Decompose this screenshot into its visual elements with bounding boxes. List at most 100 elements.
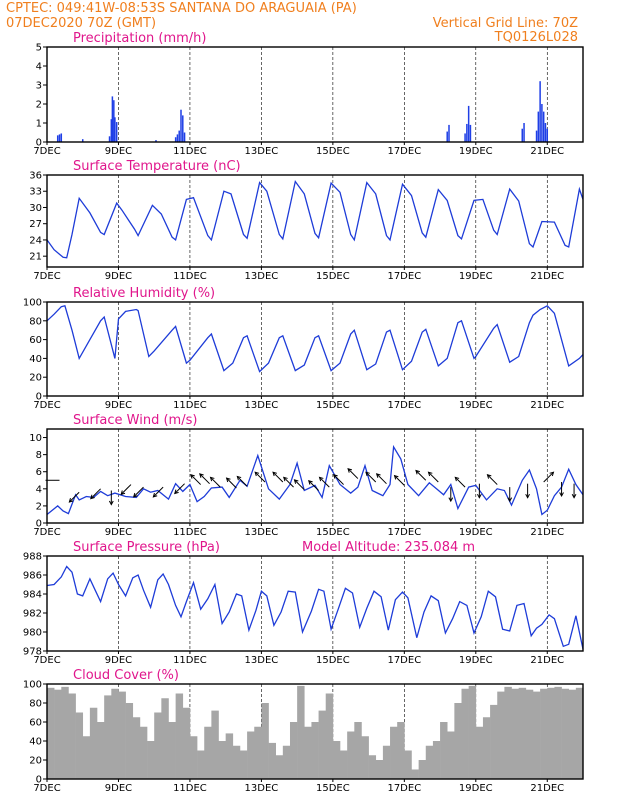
- precip-bar: [58, 134, 61, 142]
- rh-xtick-label: 21DEC: [530, 400, 564, 411]
- wind-barb-head: [225, 477, 231, 483]
- cloud-bar: [518, 687, 527, 779]
- cloud-ytick-label: 80: [29, 699, 42, 710]
- precip-xtick-label: 11DEC: [173, 146, 207, 157]
- wind-xtick-label: 13DEC: [245, 527, 279, 538]
- wind-barb-shaft: [487, 474, 498, 485]
- wind-barb-head: [393, 474, 399, 480]
- pressure-ytick-label: 980: [23, 628, 42, 639]
- pressure-panel: 978 980 982 984 986 988 7DEC 9DEC 11DEC 13DEC 15DE…: [23, 540, 584, 666]
- cloud-bar: [261, 703, 269, 779]
- cloud-ytick-label: 100: [23, 680, 42, 691]
- precip-xtick-label: 9DEC: [105, 146, 132, 157]
- pressure-frame: [46, 555, 584, 652]
- temp-ytick-label: 24: [29, 235, 42, 246]
- cloud-xtick-label: 21DEC: [530, 783, 564, 794]
- temp-ytick-label: 21: [29, 252, 42, 263]
- rh-series-line: [46, 304, 584, 373]
- cloud-title: Cloud Cover (%): [73, 668, 179, 683]
- wind-barb: [448, 487, 454, 503]
- wind-barb-head: [525, 493, 530, 499]
- wind-barb-head: [448, 497, 454, 503]
- temp-xtick-label: 13DEC: [245, 271, 279, 282]
- wind-barb-head: [477, 493, 482, 499]
- wind-barb-shaft: [319, 476, 330, 488]
- rh-xtick-label: 7DEC: [33, 400, 60, 411]
- wind-barb: [254, 471, 266, 483]
- rh-ytick-label: 80: [29, 316, 42, 327]
- precip-bar: [541, 104, 543, 142]
- wind-barb-head: [152, 492, 158, 498]
- pressure-ytick-label: 988: [23, 552, 42, 563]
- precip-frame: [46, 46, 584, 143]
- cloud-bar: [161, 698, 169, 779]
- wind-barb-head: [108, 500, 114, 506]
- temp-xtick-label: 17DEC: [387, 271, 421, 282]
- precip-bar: [467, 105, 470, 142]
- precip-xtick-label: 21DEC: [530, 146, 564, 157]
- rh-xtick-label: 13DEC: [245, 400, 279, 411]
- precip-bar: [539, 81, 541, 142]
- wind-ytick-label: 0: [36, 519, 42, 530]
- cloud-bar: [447, 731, 455, 779]
- cloud-bar: [247, 731, 255, 779]
- cloud-bar: [490, 704, 498, 779]
- pressure-xtick-label: 17DEC: [387, 655, 421, 666]
- wind-panel: 0 2 4 6 8 10 7DEC 9DEC 11DEC 13DEC 15DEC 17DEC 19DEC…: [29, 413, 584, 538]
- precip-bar: [115, 122, 118, 142]
- wind-barb-shaft: [152, 486, 164, 498]
- rh-xtick-label: 17DEC: [387, 400, 421, 411]
- cloud-bar: [175, 693, 184, 779]
- cloud-bar: [390, 726, 398, 779]
- cloud-bar: [318, 710, 327, 779]
- wind-barb-shaft: [333, 474, 344, 485]
- cloud-bar: [197, 750, 205, 779]
- rh-xtick-label: 9DEC: [105, 400, 132, 411]
- wind-barb-shaft: [543, 471, 554, 483]
- temp-xtick-label: 7DEC: [33, 271, 60, 282]
- cloud-xtick-label: 13DEC: [245, 783, 279, 794]
- temp-panel: 21 24 27 30 33 36 7DEC 9DEC 11DEC 13DEC 15DEC 17DEC…: [29, 159, 584, 282]
- cloud-bar: [118, 691, 126, 779]
- cloud-bar: [525, 689, 534, 779]
- wind-barb: [454, 476, 466, 488]
- cloud-bar: [340, 750, 348, 779]
- wind-xtick-label: 11DEC: [173, 527, 207, 538]
- wind-frame: [46, 428, 584, 524]
- rh-ytick-label: 20: [29, 373, 42, 384]
- temp-xtick-label: 11DEC: [173, 271, 207, 282]
- rh-frame: [46, 301, 584, 397]
- wind-barb: [68, 491, 80, 503]
- wind-barb-shaft: [69, 491, 80, 503]
- wind-barb: [347, 468, 359, 479]
- wind-barb: [393, 474, 405, 486]
- wind-barb: [209, 476, 221, 488]
- cloud-xtick-label: 9DEC: [105, 783, 132, 794]
- wind-barb-head: [365, 471, 370, 477]
- cloud-bar: [168, 722, 176, 779]
- temp-title: Surface Temperature (nC): [73, 159, 241, 174]
- wind-barb: [427, 471, 439, 483]
- cloud-bar: [361, 736, 369, 779]
- rh-ytick-label: 0: [36, 392, 42, 403]
- precip-bar: [469, 124, 472, 142]
- precip-ytick-label: 4: [36, 62, 42, 73]
- wind-xtick-label: 15DEC: [316, 527, 350, 538]
- cloud-bar: [189, 736, 198, 779]
- cloud-bar: [532, 691, 541, 779]
- precip-bar: [60, 133, 63, 142]
- rh-xtick-label: 11DEC: [173, 400, 207, 411]
- cloud-bar: [125, 703, 134, 779]
- cloud-bar: [218, 741, 226, 779]
- cloud-ytick-label: 40: [29, 737, 42, 748]
- precip-bar: [108, 136, 111, 142]
- pressure-xtick-label: 9DEC: [105, 655, 132, 666]
- cloud-bar: [354, 722, 362, 779]
- cloud-bar: [461, 688, 469, 779]
- wind-xtick-label: 17DEC: [387, 527, 421, 538]
- pressure-xtick-label: 19DEC: [459, 655, 493, 666]
- header-model: TQ0126L028: [494, 30, 578, 45]
- cloud-bar: [75, 712, 84, 779]
- wind-barb-shaft: [394, 475, 405, 486]
